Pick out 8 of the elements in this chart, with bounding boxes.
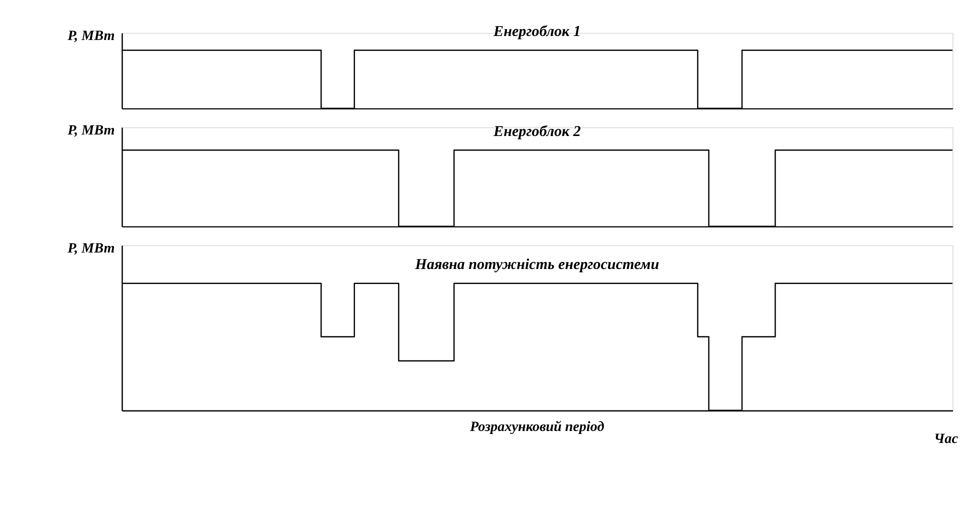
- y-axis-title: P, МВт: [68, 28, 115, 44]
- y-axis-title: P, МВт: [68, 240, 115, 256]
- text: Розрахунковий період: [470, 419, 604, 436]
- series-label: Наявна потужність енергосистеми: [414, 257, 660, 274]
- y-axis-title: P, МВт: [68, 122, 115, 138]
- x-axis-title: Час: [934, 430, 959, 447]
- series-label: Енергоблок 2: [492, 124, 582, 140]
- series-label: Енергоблок 1: [492, 24, 581, 40]
